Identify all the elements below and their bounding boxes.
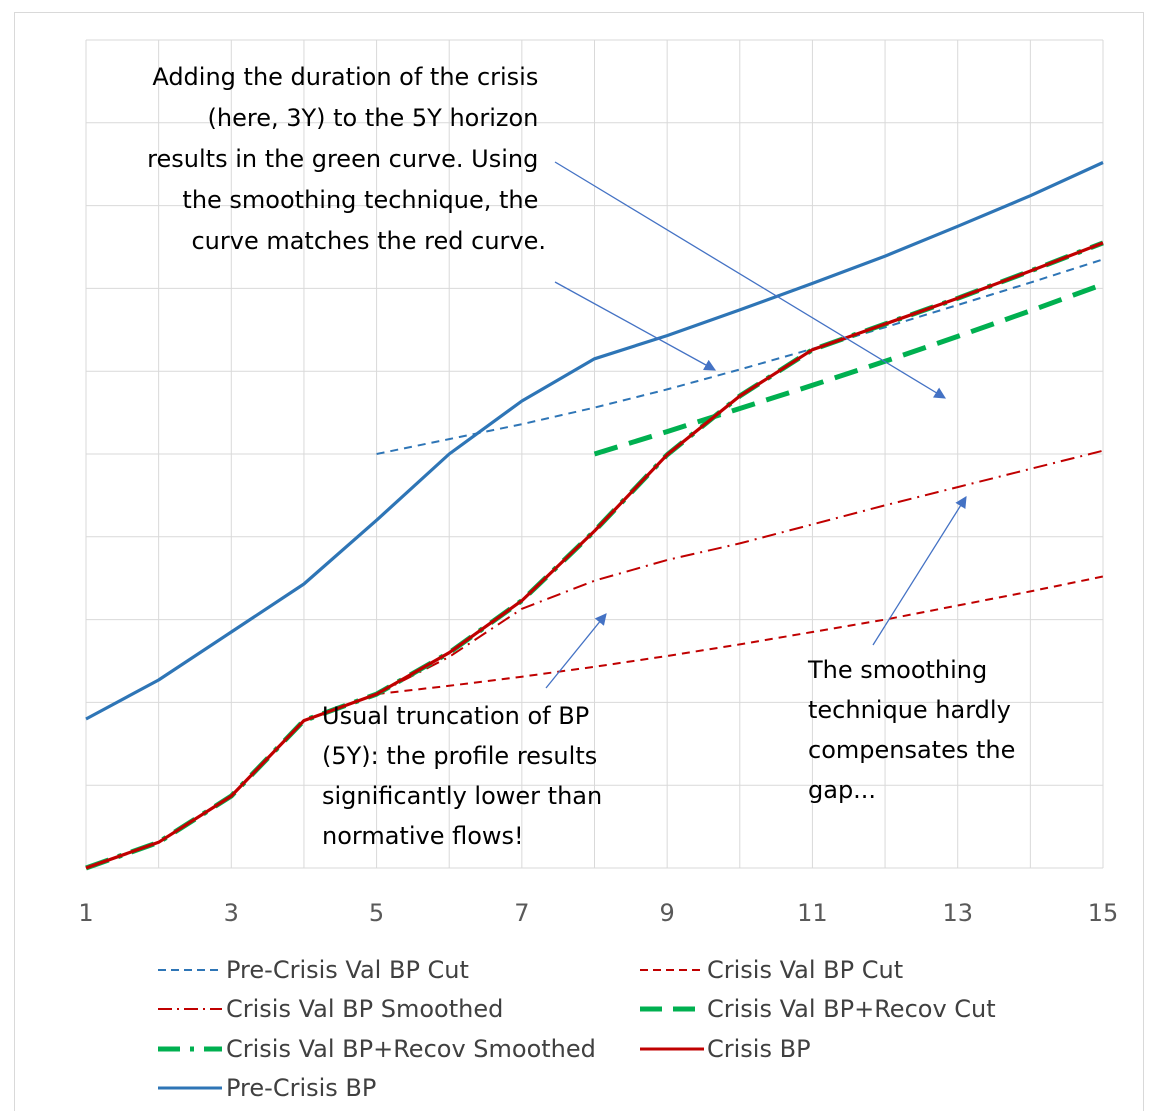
legend-label: Crisis Val BP+Recov Smoothed xyxy=(226,1035,596,1063)
series-crisis-val-bp-smoothed-line xyxy=(376,449,1104,695)
x-tick-label-5: 5 xyxy=(369,899,384,927)
legend-item-crisis-val-bp-recov-smoothed: Crisis Val BP+Recov Smoothed xyxy=(158,1035,596,1063)
legend-label: Crisis Val BP Cut xyxy=(707,956,903,984)
annotation-green-curve: Adding the duration of the crisis (here,… xyxy=(147,63,546,255)
legend-label: Pre-Crisis Val BP Cut xyxy=(226,956,469,984)
legend-item-pre-crisis-val-bp-cut: Pre-Crisis Val BP Cut xyxy=(158,956,469,984)
annotation-truncation-line-2: (5Y): the profile results xyxy=(322,742,597,770)
annotation-smoothing-line-3: compensates the xyxy=(808,736,1015,764)
legend-item-crisis-val-bp-smoothed: Crisis Val BP Smoothed xyxy=(158,995,503,1023)
series-crisis-val-bp-cut-line xyxy=(376,575,1104,696)
annotation-smoothing-line-1: The smoothing xyxy=(807,656,987,684)
series-crisis-bp-line xyxy=(85,241,1104,870)
annotation-green-line-2: (here, 3Y) to the 5Y horizon xyxy=(208,104,539,132)
annotation-truncation-line-1: Usual truncation of BP xyxy=(322,702,589,730)
chart-frame xyxy=(14,12,1144,1111)
x-axis-ticks: 1 3 5 7 9 11 13 15 xyxy=(78,899,1118,927)
x-tick-label-15: 15 xyxy=(1088,899,1119,927)
annotation-arrow-4 xyxy=(872,496,967,646)
x-tick-label-7: 7 xyxy=(514,899,529,927)
series-crisis-val-bp-recov-cut-line xyxy=(593,281,1104,457)
annotation-smoothing-line-4: gap... xyxy=(808,776,876,804)
annotation-green-line-1: Adding the duration of the crisis xyxy=(152,63,538,91)
series-pre-crisis-bp-line xyxy=(85,161,1104,721)
annotation-smoothing: The smoothing technique hardly compensat… xyxy=(807,656,1023,804)
legend-item-crisis-val-bp-recov-cut: Crisis Val BP+Recov Cut xyxy=(640,995,996,1023)
annotation-green-line-5: curve matches the red curve. xyxy=(191,227,546,255)
legend-label: Crisis Val BP Smoothed xyxy=(226,995,503,1023)
legend-item-pre-crisis-bp: Pre-Crisis BP xyxy=(158,1074,376,1102)
legend: Pre-Crisis Val BP Cut Crisis Val BP Cut … xyxy=(158,956,996,1102)
annotation-green-line-3: results in the green curve. Using xyxy=(147,145,538,173)
legend-label: Pre-Crisis BP xyxy=(226,1074,376,1102)
x-tick-label-13: 13 xyxy=(942,899,973,927)
x-tick-label-1: 1 xyxy=(78,899,93,927)
annotation-truncation-line-4: normative flows! xyxy=(322,822,524,850)
annotation-truncation: Usual truncation of BP (5Y): the profile… xyxy=(322,702,610,850)
x-tick-label-11: 11 xyxy=(797,899,828,927)
x-tick-label-3: 3 xyxy=(224,899,239,927)
annotation-truncation-line-3: significantly lower than xyxy=(322,782,602,810)
annotation-smoothing-line-2: technique hardly xyxy=(808,696,1011,724)
annotation-arrow-2 xyxy=(554,281,717,371)
annotation-arrow-3 xyxy=(545,613,607,689)
legend-item-crisis-val-bp-cut: Crisis Val BP Cut xyxy=(640,956,903,984)
legend-label: Crisis BP xyxy=(707,1035,811,1063)
annotation-arrow-1 xyxy=(554,161,947,399)
legend-label: Crisis Val BP+Recov Cut xyxy=(707,995,996,1023)
series-lines xyxy=(85,161,1104,871)
annotation-green-line-4: the smoothing technique, the xyxy=(182,186,538,214)
legend-item-crisis-bp: Crisis BP xyxy=(640,1035,811,1063)
x-tick-label-9: 9 xyxy=(660,899,675,927)
